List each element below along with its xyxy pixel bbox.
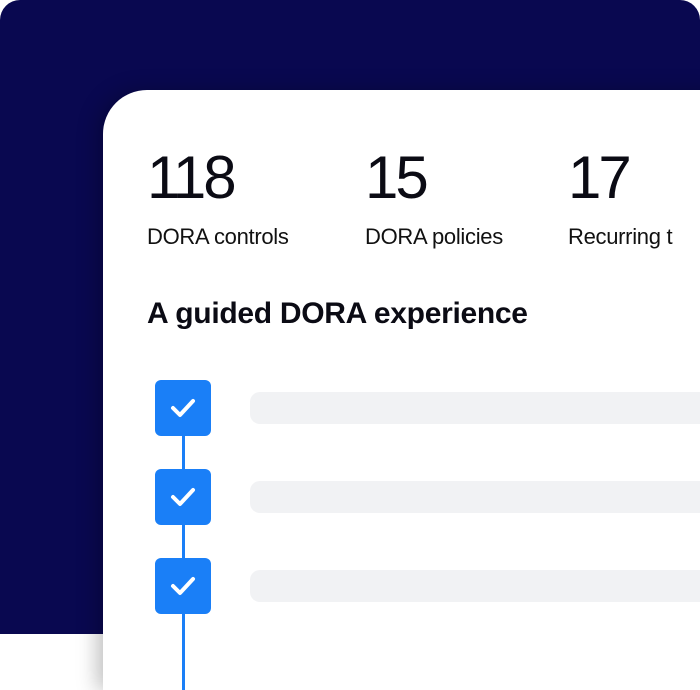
stat-label: DORA controls	[147, 224, 289, 249]
stat-recurring: 17 Recurring t	[568, 144, 673, 250]
stat-controls: 118 DORA controls	[147, 146, 289, 250]
stat-value: 15	[365, 144, 429, 211]
step-placeholder-bar	[250, 481, 700, 513]
section-heading: A guided DORA experience	[147, 297, 528, 330]
step-placeholder-bar	[250, 392, 700, 424]
stat-label: Recurring t	[568, 224, 673, 249]
step-checkbox[interactable]	[155, 558, 211, 614]
stat-label: DORA policies	[365, 224, 503, 249]
step-placeholder-bar	[250, 570, 700, 602]
timeline-line	[182, 410, 185, 690]
stat-value: 118	[147, 144, 237, 211]
stat-value: 17	[568, 144, 632, 211]
check-icon	[171, 399, 195, 417]
step-checkbox[interactable]	[155, 380, 211, 436]
check-icon	[171, 577, 195, 595]
stat-policies: 15 DORA policies	[365, 146, 503, 250]
check-icon	[171, 488, 195, 506]
dora-card: 118 DORA controls 15 DORA policies 17 Re…	[103, 90, 700, 690]
step-checkbox[interactable]	[155, 469, 211, 525]
